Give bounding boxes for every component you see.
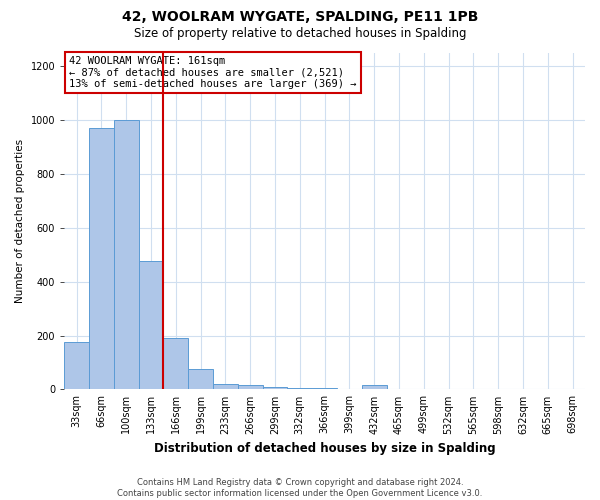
Bar: [64, 342, 89, 390]
Text: 42, WOOLRAM WYGATE, SPALDING, PE11 1PB: 42, WOOLRAM WYGATE, SPALDING, PE11 1PB: [122, 10, 478, 24]
Text: Size of property relative to detached houses in Spalding: Size of property relative to detached ho…: [134, 28, 466, 40]
Bar: [213, 384, 238, 390]
Bar: [163, 338, 188, 390]
Bar: [263, 386, 287, 390]
Text: Contains HM Land Registry data © Crown copyright and database right 2024.
Contai: Contains HM Land Registry data © Crown c…: [118, 478, 482, 498]
X-axis label: Distribution of detached houses by size in Spalding: Distribution of detached houses by size …: [154, 442, 496, 455]
Bar: [188, 369, 213, 390]
Y-axis label: Number of detached properties: Number of detached properties: [15, 139, 25, 303]
Bar: [337, 389, 362, 390]
Bar: [362, 386, 386, 390]
Bar: [238, 386, 263, 390]
Bar: [287, 388, 312, 390]
Text: 42 WOOLRAM WYGATE: 161sqm
← 87% of detached houses are smaller (2,521)
13% of se: 42 WOOLRAM WYGATE: 161sqm ← 87% of detac…: [70, 56, 357, 89]
Bar: [312, 388, 337, 390]
Bar: [89, 128, 114, 390]
Bar: [139, 262, 163, 390]
Bar: [114, 120, 139, 390]
